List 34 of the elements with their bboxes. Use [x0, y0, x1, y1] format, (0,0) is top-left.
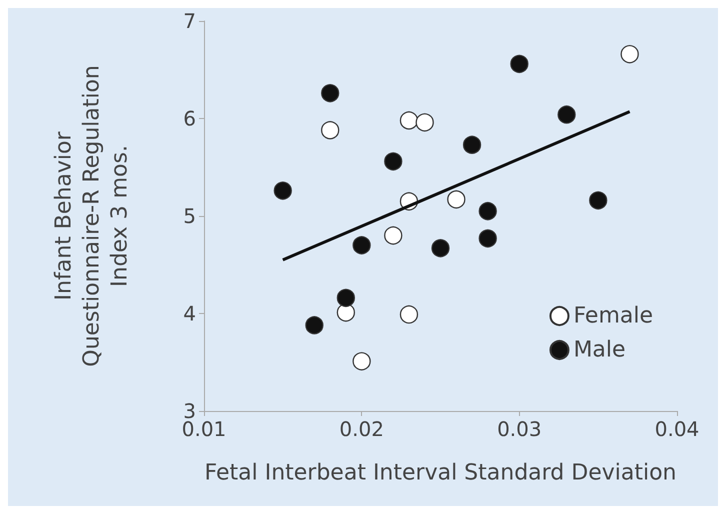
- point: [431, 239, 450, 258]
- point: [558, 106, 576, 124]
- x-tick-label: 0.01: [182, 417, 226, 441]
- x-tick-label: 0.04: [654, 417, 700, 441]
- point: [400, 305, 418, 324]
- point: [352, 352, 371, 370]
- point: [462, 136, 482, 154]
- point: [400, 111, 418, 130]
- x-tick-label: 0.03: [497, 417, 542, 441]
- point: [336, 288, 355, 307]
- legend-label: Male: [573, 338, 626, 362]
- point: [336, 303, 355, 322]
- point: [352, 236, 371, 254]
- y-tick-label: 6: [183, 106, 196, 130]
- point: [510, 54, 528, 73]
- point: [274, 182, 292, 200]
- y-tick-label: 7: [183, 9, 196, 33]
- point: [384, 226, 402, 245]
- x-axis-title: Fetal Interbeat Interval Standard Deviation: [204, 460, 676, 486]
- point: [305, 316, 324, 334]
- point: [589, 191, 608, 210]
- point: [321, 121, 340, 140]
- y-tick-label: 5: [183, 204, 196, 228]
- y-axis-title: Infant Behavior Questionnaire-R Regulation Index 3 mos.: [52, 65, 132, 367]
- point: [478, 229, 497, 248]
- point: [416, 113, 434, 132]
- x-tick-label: 0.02: [339, 417, 384, 441]
- point: [478, 202, 497, 220]
- legend-label: Female: [573, 304, 653, 328]
- y-tick-label: 4: [183, 302, 196, 326]
- point: [447, 190, 466, 209]
- point: [620, 45, 639, 64]
- point: [321, 84, 340, 102]
- point: [384, 152, 402, 170]
